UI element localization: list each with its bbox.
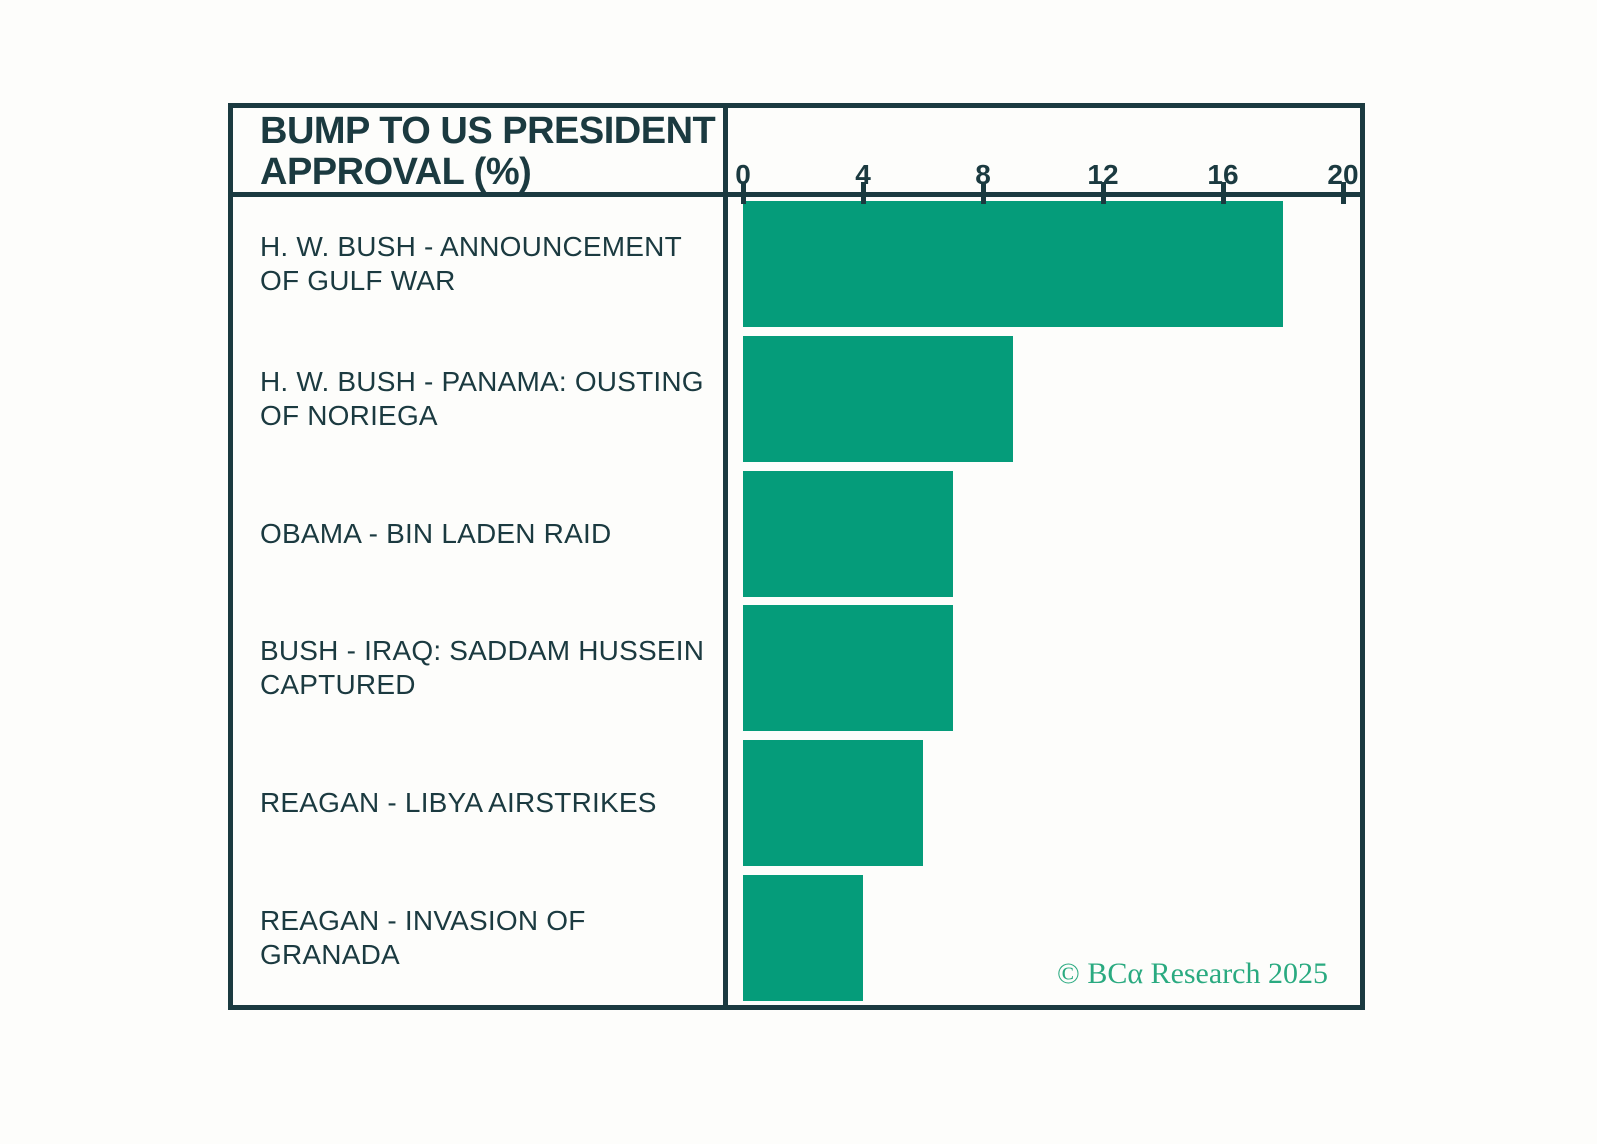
x-axis-tick-label: 8 bbox=[975, 159, 991, 190]
category-label-row: H. W. BUSH - ANNOUNCEMENT OF GULF WAR bbox=[233, 197, 723, 332]
bar-row bbox=[728, 601, 1360, 736]
plot-area: © BCα Research 2025 bbox=[728, 197, 1360, 1005]
chart-frame: BUMP TO US PRESIDENT APPROVAL (%) 0 4 8 12 1… bbox=[228, 103, 1365, 1010]
category-label: OBAMA - BIN LADEN RAID bbox=[260, 517, 612, 549]
bar-row bbox=[728, 466, 1360, 601]
bar bbox=[743, 740, 923, 867]
category-label-row: OBAMA - BIN LADEN RAID bbox=[233, 466, 723, 601]
bar-row bbox=[728, 332, 1360, 467]
category-label: H. W. BUSH - PANAMA: OUSTING OF NORIEGA bbox=[260, 366, 704, 431]
chart-title: BUMP TO US PRESIDENT APPROVAL (%) bbox=[233, 108, 728, 197]
x-axis-tick-label: 4 bbox=[855, 159, 871, 190]
bar bbox=[743, 605, 953, 732]
x-axis: 0 4 8 12 16 20 bbox=[728, 108, 1360, 204]
chart-title-line-1: BUMP TO US PRESIDENT bbox=[260, 110, 716, 152]
category-labels-column: H. W. BUSH - ANNOUNCEMENT OF GULF WAR H. … bbox=[233, 197, 728, 1005]
bar-row bbox=[728, 197, 1360, 332]
x-axis-tick-mark bbox=[1340, 182, 1346, 204]
bar bbox=[743, 874, 863, 1001]
chart-title-line-2: APPROVAL (%) bbox=[260, 151, 532, 193]
category-label: REAGAN - INVASION OF GRANADA bbox=[260, 904, 586, 970]
bar-row bbox=[728, 736, 1360, 871]
bar bbox=[743, 336, 1013, 462]
category-label-row: H. W. BUSH - PANAMA: OUSTING OF NORIEGA bbox=[233, 332, 723, 467]
category-label-row: BUSH - IRAQ: SADDAM HUSSEIN CAPTURED bbox=[233, 601, 723, 736]
bar-row bbox=[728, 870, 1360, 1005]
category-label: REAGAN - LIBYA AIRSTRIKES bbox=[260, 787, 657, 819]
watermark: © BCα Research 2025 bbox=[1057, 957, 1328, 990]
x-axis-tick-mark bbox=[740, 182, 746, 204]
category-label: H. W. BUSH - ANNOUNCEMENT OF GULF WAR bbox=[260, 231, 682, 297]
x-axis-tick-label: 0 bbox=[735, 159, 751, 190]
x-axis-tick-mark bbox=[980, 182, 986, 204]
x-axis-tick-mark bbox=[1220, 182, 1226, 204]
bar bbox=[743, 201, 1283, 328]
category-label: BUSH - IRAQ: SADDAM HUSSEIN CAPTURED bbox=[260, 635, 705, 701]
x-axis-tick-mark bbox=[860, 182, 866, 204]
category-label-row: REAGAN - INVASION OF GRANADA bbox=[233, 870, 723, 1005]
x-axis-tick-mark bbox=[1100, 182, 1106, 204]
bar bbox=[743, 470, 953, 597]
category-label-row: REAGAN - LIBYA AIRSTRIKES bbox=[233, 736, 723, 871]
